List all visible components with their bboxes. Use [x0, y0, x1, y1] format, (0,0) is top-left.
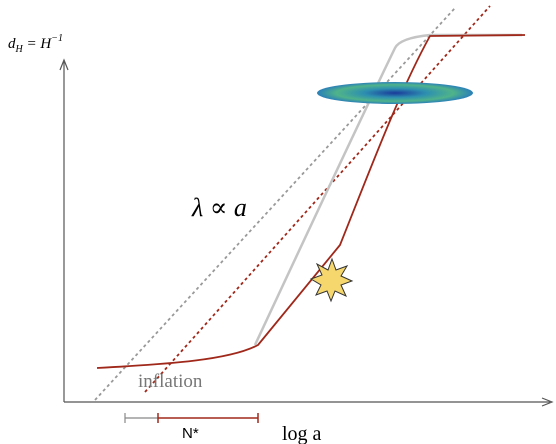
wavelength-line — [94, 7, 456, 401]
cmb-map — [317, 82, 473, 104]
x-axis-label: log a — [282, 423, 322, 444]
horizon-curve — [96, 34, 526, 369]
label-part: = H — [23, 36, 53, 52]
wavelength-line-red — [144, 5, 491, 393]
reheating-star — [309, 257, 354, 303]
x-arrow — [541, 397, 554, 407]
label-part: −1 — [51, 33, 63, 44]
annotation: λ ∝ a — [191, 193, 247, 222]
phase-label: inflation — [138, 371, 203, 392]
label-part: H — [15, 44, 24, 55]
y-arrow — [59, 58, 69, 71]
label-part: d — [8, 36, 16, 52]
y-axis-label: dH = H−1 — [8, 33, 63, 55]
efolds-label: N* — [182, 425, 199, 442]
